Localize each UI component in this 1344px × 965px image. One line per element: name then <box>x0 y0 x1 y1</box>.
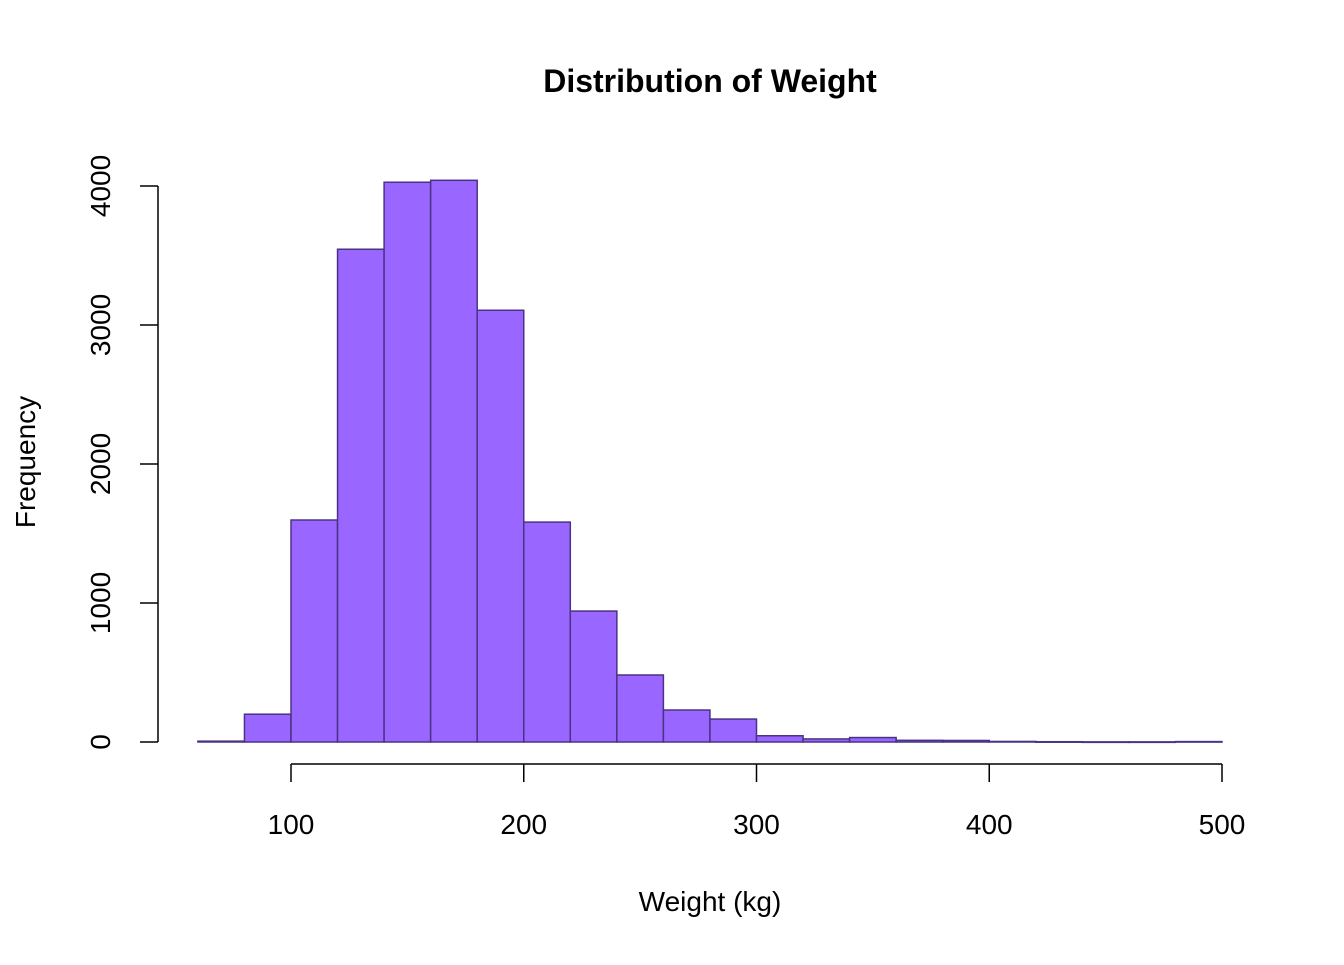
histogram-bar <box>848 736 897 743</box>
histogram-bar <box>755 734 804 743</box>
bars-group <box>197 179 1223 744</box>
histogram-bar <box>802 738 851 743</box>
y-tick-label: 3000 <box>85 294 116 356</box>
x-axis-label: Weight (kg) <box>639 886 782 917</box>
x-tick-label: 500 <box>1199 809 1246 840</box>
x-tick-label: 200 <box>500 809 547 840</box>
histogram-bar <box>988 740 1037 743</box>
x-tick-label: 300 <box>733 809 780 840</box>
y-tick-label: 0 <box>85 734 116 750</box>
chart-title: Distribution of Weight <box>543 63 877 99</box>
histogram-bar <box>243 713 292 743</box>
histogram-bar <box>1174 740 1223 743</box>
x-axis: 100 200 300 400 500 <box>268 763 1246 840</box>
histogram-bar <box>336 248 385 743</box>
y-axis: 0 1000 2000 3000 4000 <box>85 155 159 750</box>
histogram-bar <box>476 309 525 743</box>
histogram-bar <box>197 740 246 743</box>
y-tick-label: 2000 <box>85 433 116 495</box>
histogram-bar <box>1035 740 1084 743</box>
histogram-bar <box>1128 741 1177 744</box>
histogram-bar <box>383 181 432 743</box>
y-axis-label: Frequency <box>10 396 41 528</box>
y-tick-label: 4000 <box>85 155 116 217</box>
histogram-bar <box>616 674 665 743</box>
x-tick-label: 100 <box>268 809 315 840</box>
histogram-bar <box>290 519 339 743</box>
histogram-bar <box>429 179 478 743</box>
histogram-bar <box>569 610 618 743</box>
histogram-bar <box>895 739 944 743</box>
histogram-bar <box>941 739 991 743</box>
histogram-bar <box>709 718 758 743</box>
histogram-bar <box>1081 741 1130 744</box>
histogram-bar <box>662 709 711 743</box>
x-tick-label: 400 <box>966 809 1013 840</box>
histogram-bar <box>523 521 572 743</box>
y-tick-label: 1000 <box>85 572 116 634</box>
